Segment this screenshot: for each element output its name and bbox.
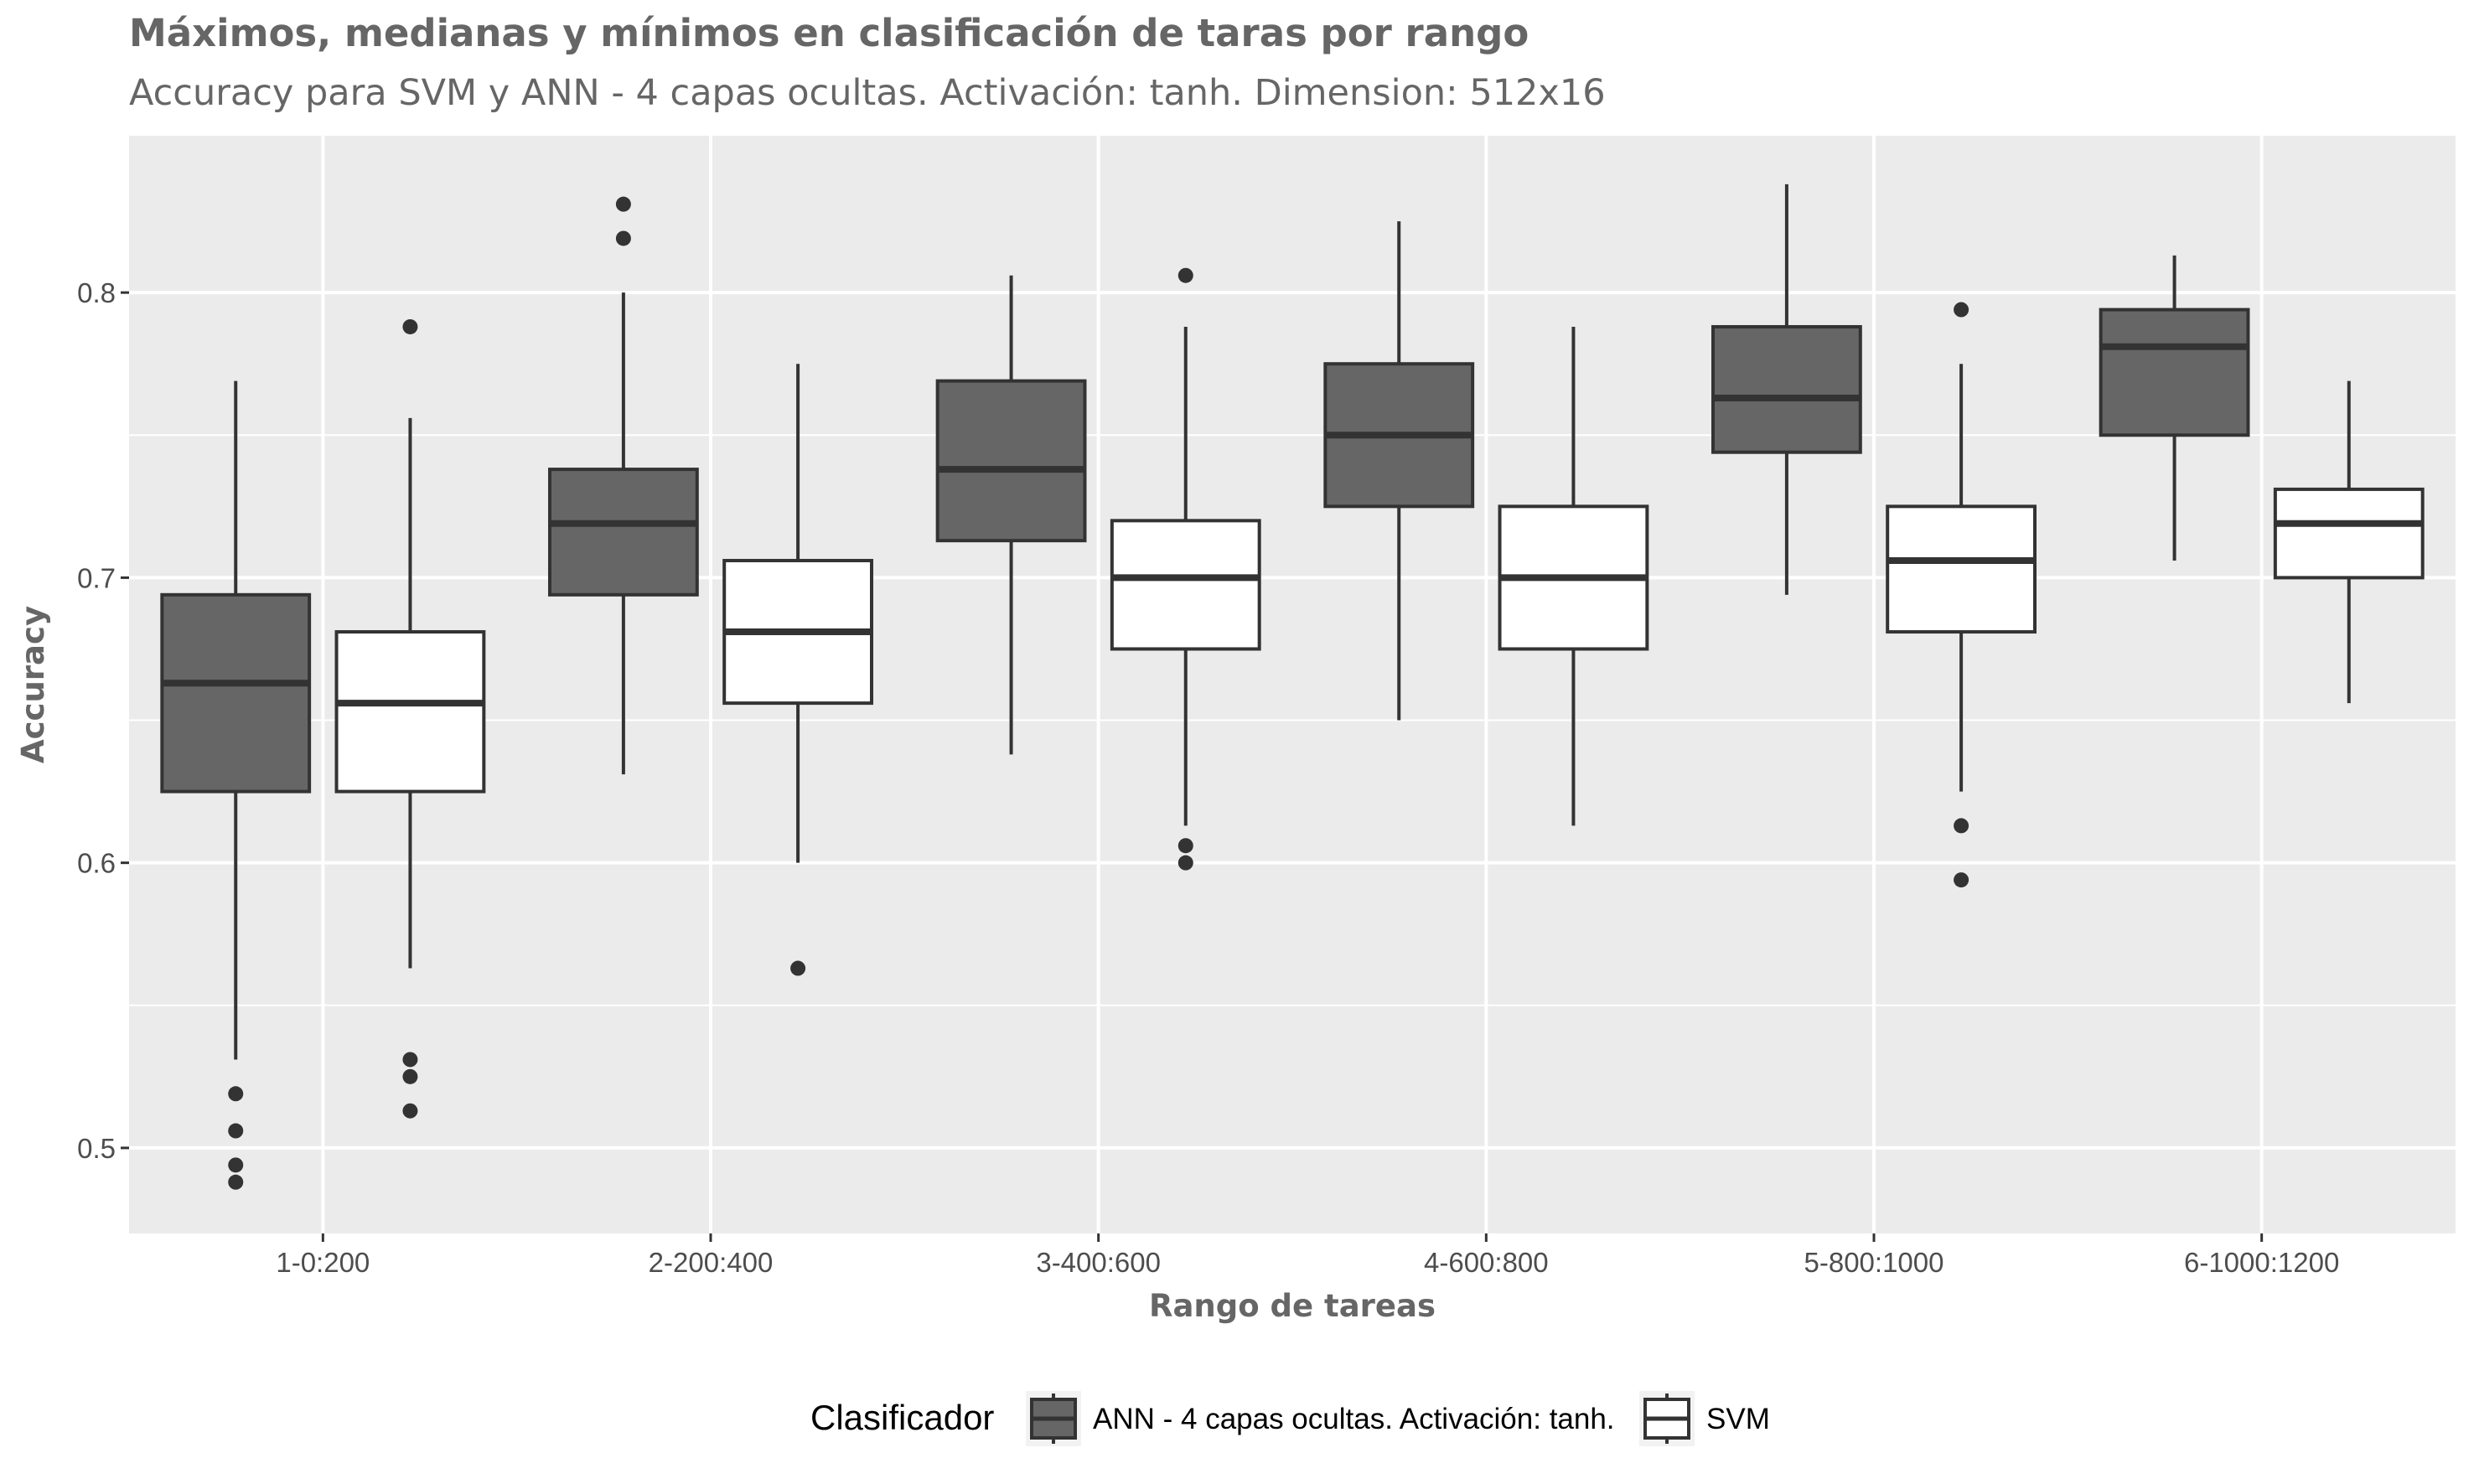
box-group-ann — [160, 380, 312, 1190]
legend: Clasificador ANN - 4 capas ocultas. Acti… — [810, 1391, 1770, 1446]
box-group-ann — [1323, 221, 1475, 721]
outlier-point-svm — [1177, 855, 1193, 871]
box-group-ann — [1711, 184, 1862, 595]
outlier-point-svm — [402, 1052, 418, 1068]
box-group-svm — [722, 364, 874, 976]
box-group-svm — [1886, 302, 2037, 888]
grid-layer — [129, 136, 2456, 1233]
outlier-point-svm — [1954, 818, 1969, 834]
x-axis-title: Rango de tareas — [1149, 1288, 1436, 1324]
outlier-point-svm — [402, 1103, 418, 1119]
plot-panel — [129, 136, 2456, 1233]
outlier-point-ann — [615, 196, 631, 212]
outlier-point-svm — [1954, 872, 1969, 888]
y-tick-label: 0.8 — [77, 277, 116, 308]
outlier-point-svm — [402, 1068, 418, 1084]
x-tick-label: 5-800:1000 — [1804, 1247, 1944, 1278]
outlier-point-svm — [1177, 838, 1193, 854]
y-axis-title: Accuracy — [15, 606, 51, 763]
y-tick-label: 0.6 — [77, 848, 116, 879]
x-tick-label: 4-600:800 — [1424, 1247, 1549, 1278]
box-ann — [1711, 324, 1862, 454]
outlier-point-ann — [228, 1174, 244, 1190]
outlier-point-ann — [228, 1157, 244, 1173]
outlier-point-svm — [402, 318, 418, 334]
outlier-point-svm — [1954, 302, 1969, 318]
outlier-point-svm — [790, 960, 806, 976]
box-ann — [160, 592, 312, 794]
x-tick-label: 1-0:200 — [276, 1247, 370, 1278]
outlier-point-svm — [1177, 267, 1193, 283]
box-group-svm — [1498, 326, 1649, 826]
legend-item-ann: ANN - 4 capas ocultas. Activación: tanh. — [1026, 1391, 1615, 1446]
box-group-svm — [2273, 380, 2425, 704]
outlier-point-ann — [615, 230, 631, 246]
box-group-ann — [935, 275, 1087, 755]
y-tick-label: 0.5 — [77, 1133, 116, 1164]
box-group-ann — [2099, 255, 2250, 561]
box-svm — [1886, 504, 2037, 634]
legend-label-svm: SVM — [1706, 1403, 1770, 1435]
box-svm — [2273, 487, 2425, 580]
box-layer — [160, 184, 2425, 1190]
legend-title: Clasificador — [810, 1398, 994, 1437]
outlier-point-ann — [228, 1086, 244, 1102]
box-group-svm — [1110, 267, 1261, 871]
box-ann — [2099, 308, 2250, 437]
box-svm — [1110, 519, 1261, 651]
legend-label-ann: ANN - 4 capas ocultas. Activación: tanh. — [1093, 1403, 1615, 1435]
box-ann — [547, 468, 699, 597]
box-svm — [334, 630, 486, 794]
box-group-svm — [334, 318, 486, 1119]
axis-layer: 0.5 0.6 0.7 0.8 1-0:200 2-200:400 3-400:600 4-6… — [77, 277, 2339, 1278]
chart-title: Máximos, medianas y mínimos en clasifica… — [129, 11, 1529, 55]
x-tick-label: 3-400:600 — [1036, 1247, 1161, 1278]
outlier-point-ann — [228, 1123, 244, 1139]
box-group-ann — [547, 196, 699, 775]
chart-subtitle: Accuracy para SVM y ANN - 4 capas oculta… — [129, 72, 1606, 114]
y-tick-label: 0.7 — [77, 562, 116, 593]
x-tick-label: 2-200:400 — [649, 1247, 774, 1278]
box-ann — [935, 379, 1087, 543]
x-tick-label: 6-1000:1200 — [2184, 1247, 2339, 1278]
legend-item-svm: SVM — [1639, 1391, 1770, 1446]
